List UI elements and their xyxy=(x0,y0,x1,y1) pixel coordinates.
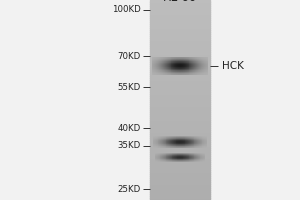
Text: 40KD: 40KD xyxy=(118,124,141,133)
Text: 55KD: 55KD xyxy=(118,83,141,92)
Text: HCK: HCK xyxy=(222,61,244,71)
Text: 35KD: 35KD xyxy=(118,141,141,150)
Text: 25KD: 25KD xyxy=(118,185,141,194)
Text: 100KD: 100KD xyxy=(112,5,141,14)
Bar xyxy=(150,0,210,200)
Text: 70KD: 70KD xyxy=(118,52,141,61)
Text: HL-60: HL-60 xyxy=(163,0,197,4)
